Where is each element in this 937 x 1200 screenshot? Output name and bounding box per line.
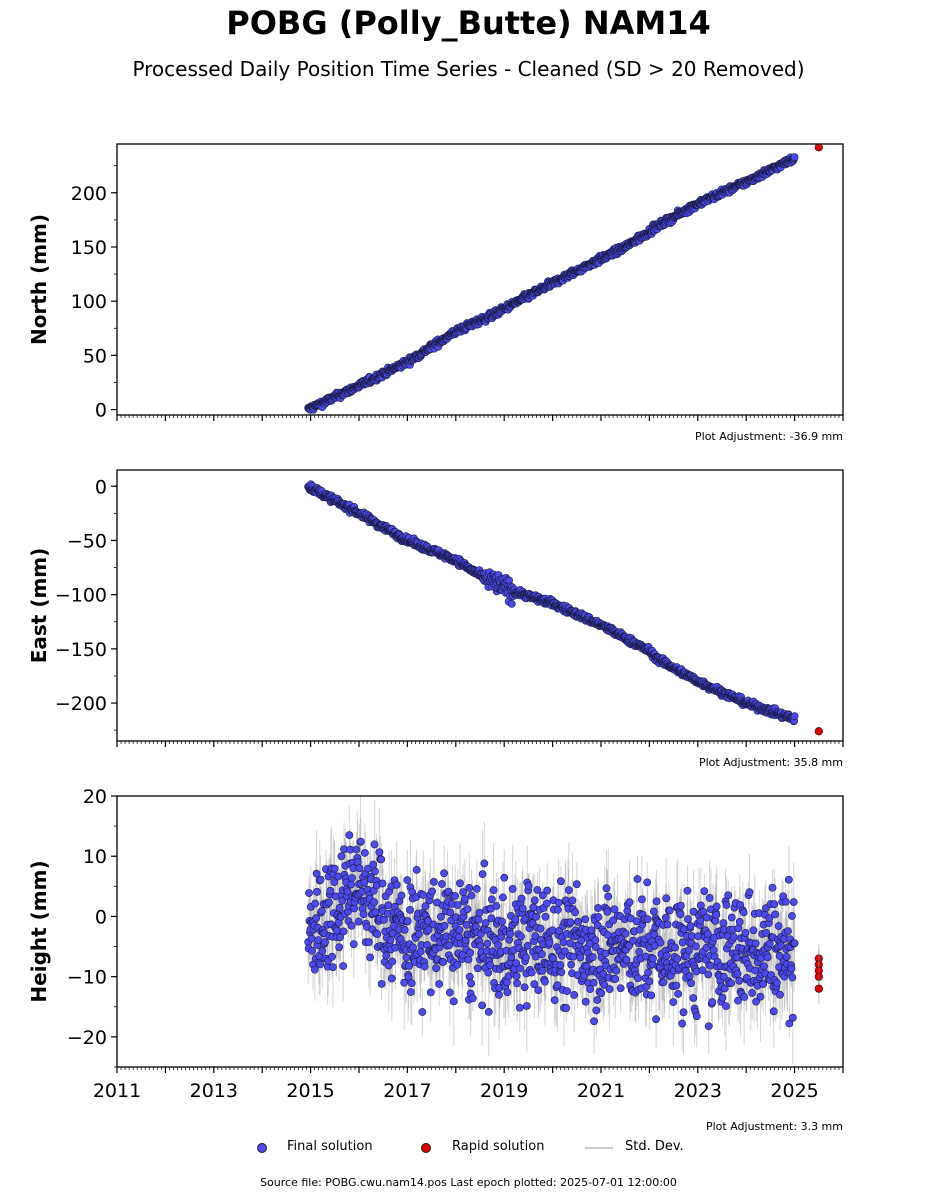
rapid-solution-point — [814, 144, 823, 152]
y-tick-label: 0 — [95, 476, 107, 498]
data-layer — [304, 480, 823, 736]
plot-adjustment-note: Plot Adjustment: -36.9 mm — [695, 430, 843, 443]
y-tick-label: −150 — [55, 639, 107, 661]
y-tick-label: −50 — [67, 530, 107, 552]
panel-east: 0 −50 −100 −150 −200 East (mm) Plot Adjustment… — [27, 469, 844, 769]
y-axis-label: East (mm) — [27, 548, 51, 664]
final-solution-point — [507, 599, 516, 608]
y-tick-label: 100 — [71, 291, 107, 313]
plot-adjustment-note: Plot Adjustment: 35.8 mm — [699, 756, 843, 769]
y-tick-label: −200 — [55, 693, 107, 715]
y-tick-label: 50 — [83, 345, 107, 367]
title: POBG (Polly_Butte) NAM14 — [226, 4, 711, 42]
panel-north: 0 50 100 150 200 North (mm) Plot Adjustment: -… — [27, 143, 844, 443]
final-solution-point — [790, 712, 799, 721]
final-solution-point — [790, 153, 799, 162]
y-tick-label: 0 — [95, 400, 107, 422]
rapid-solution-point — [814, 727, 823, 736]
data-layer — [304, 796, 823, 1064]
y-tick-label: 200 — [71, 183, 107, 205]
y-tick-label: −100 — [55, 585, 107, 607]
y-tick-label: 150 — [71, 237, 107, 259]
data-layer — [304, 144, 823, 414]
y-axis-label: North (mm) — [27, 214, 51, 345]
subtitle: Processed Daily Position Time Series - C… — [132, 57, 805, 81]
